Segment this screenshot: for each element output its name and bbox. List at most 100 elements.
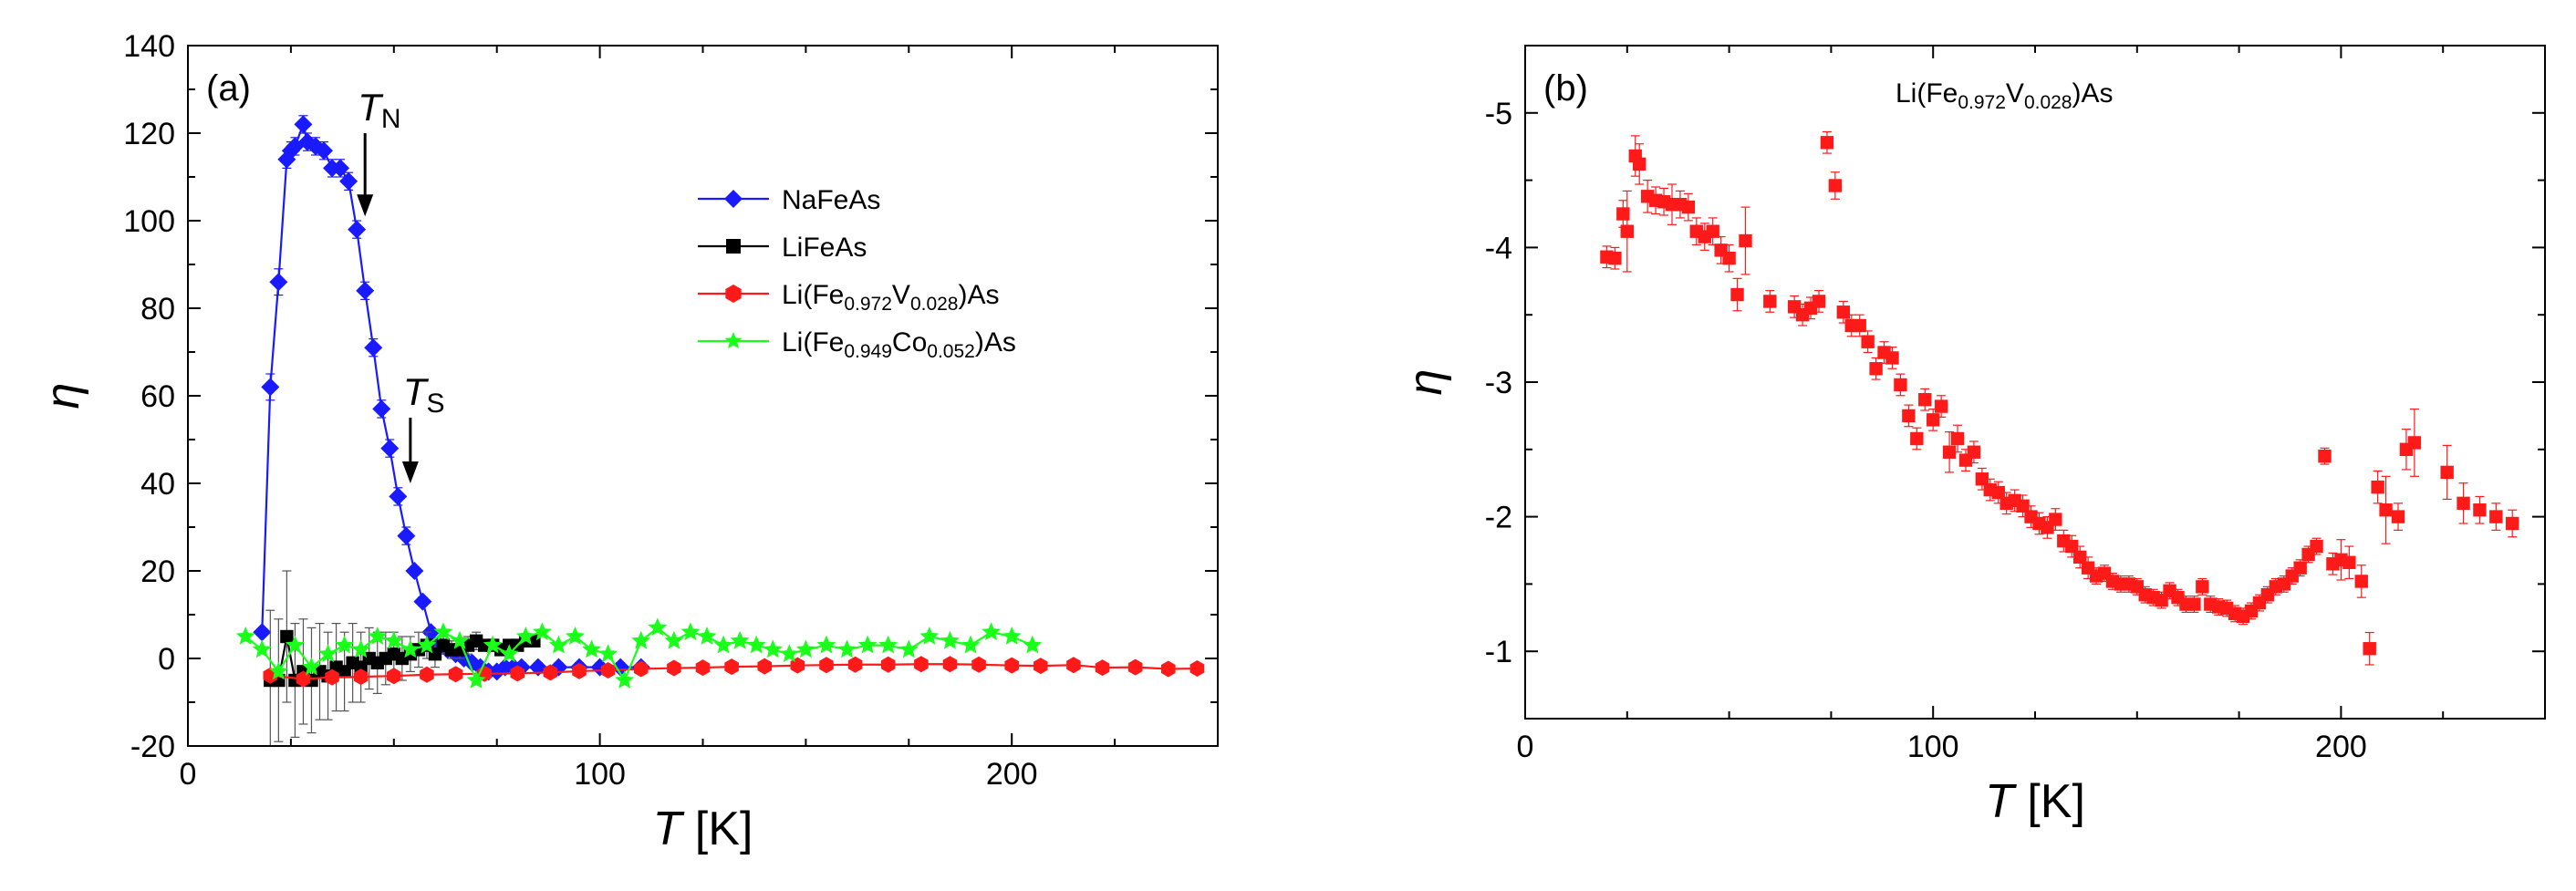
legend-label-part: LiFeAs (782, 233, 867, 263)
legend-label: Li(Fe0.972V0.028)As (782, 280, 1000, 315)
data-point (1967, 445, 1981, 459)
data-point (730, 630, 750, 649)
data-point (1902, 409, 1916, 423)
series-Li(Fe0.972V0.028)As (1600, 130, 2519, 666)
data-point (252, 639, 272, 658)
data-point (1023, 635, 1043, 654)
data-point (695, 659, 711, 677)
data-point (648, 617, 668, 637)
data-point (598, 644, 618, 663)
data-point (2489, 510, 2503, 523)
data-point (572, 662, 587, 679)
data-point (1812, 295, 1826, 308)
data-point (387, 668, 401, 685)
data-point (515, 627, 535, 645)
panel-title: Li(Fe0.972V0.028)As (1896, 78, 2114, 113)
data-point (566, 627, 585, 645)
data-point (389, 487, 408, 506)
data-point (2293, 561, 2307, 575)
data-point (1620, 224, 1634, 238)
annotation-sub: N (381, 104, 401, 134)
legend: NaFeAs LiFeAs Li(Fe0.972V0.028)As Li(Fe0.94… (698, 185, 1016, 362)
data-point (2318, 449, 2332, 463)
data-point (2457, 496, 2470, 511)
data-point (1161, 660, 1176, 678)
y-axis-label: η (1399, 369, 1452, 396)
data-point (1942, 445, 1957, 459)
data-point (971, 656, 986, 673)
data-point (878, 635, 898, 654)
data-point (664, 630, 684, 649)
data-point (400, 639, 421, 658)
data-point (1616, 207, 1630, 221)
data-point (746, 635, 766, 654)
data-point (1608, 252, 1622, 265)
x-axis-label-var: T (653, 803, 685, 855)
data-point (2196, 580, 2209, 594)
series-line (261, 120, 641, 673)
panel-label: (a) (206, 68, 251, 109)
x-axis-label: T [K] (1985, 775, 2085, 828)
data-point (1885, 351, 1899, 365)
annotation-sub: S (427, 389, 445, 419)
data-point (1828, 179, 1843, 192)
panel-label: (b) (1543, 68, 1588, 109)
data-point (2016, 499, 2030, 513)
data-point (356, 281, 375, 300)
data-point (1975, 472, 1989, 486)
data-point (1894, 378, 1907, 392)
legend-label-part: )As (959, 280, 1000, 310)
data-point (448, 666, 463, 683)
legend-label-part: Co (892, 327, 927, 357)
data-point (261, 378, 280, 397)
data-point (339, 171, 358, 191)
data-point (351, 639, 371, 658)
data-point (847, 656, 863, 673)
data-point (779, 644, 799, 663)
data-point (296, 670, 311, 688)
data-point (353, 668, 369, 686)
data-point (724, 658, 739, 676)
data-point (466, 670, 486, 689)
data-point (942, 656, 958, 673)
data-point (1004, 657, 1019, 674)
data-point (235, 627, 255, 645)
data-point (268, 661, 288, 680)
data-point (405, 562, 424, 580)
data-point (253, 623, 272, 642)
legend-label: LiFeAs (782, 233, 867, 263)
data-point (615, 670, 635, 689)
y-tick-label: -20 (130, 730, 175, 764)
data-point (1910, 431, 1924, 446)
data-point (600, 661, 616, 679)
x-tick-label: 0 (180, 757, 197, 792)
x-tick-label: 200 (2315, 730, 2367, 764)
y-tick-label: 120 (123, 117, 175, 151)
data-point (483, 635, 503, 654)
y-axis-label: η (36, 383, 89, 409)
annotation-TN: TN (358, 86, 400, 134)
legend-label-part: Li(Fe (782, 327, 844, 357)
data-point (384, 630, 404, 649)
data-point (1730, 287, 1744, 302)
legend-label-part: 0.028 (910, 294, 959, 315)
data-point (1127, 658, 1143, 676)
data-point (837, 639, 857, 658)
data-point (413, 592, 432, 611)
data-point (1991, 485, 2005, 500)
legend-label-part: NaFeAs (782, 185, 880, 215)
data-point (697, 627, 717, 645)
series-NaFeAs (253, 115, 650, 681)
data-point (1918, 392, 1932, 407)
data-point (1934, 399, 1948, 413)
data-point (2065, 539, 2079, 554)
data-point (1927, 413, 1940, 427)
data-point (1633, 157, 1646, 171)
panel-title-part: V (2006, 78, 2024, 109)
data-point (1066, 657, 1081, 674)
data-point (364, 338, 383, 357)
legend-label: Li(Fe0.949Co0.052)As (782, 327, 1016, 362)
data-point (2049, 513, 2062, 526)
x-axis-label-unit: [K] (2014, 775, 2085, 828)
